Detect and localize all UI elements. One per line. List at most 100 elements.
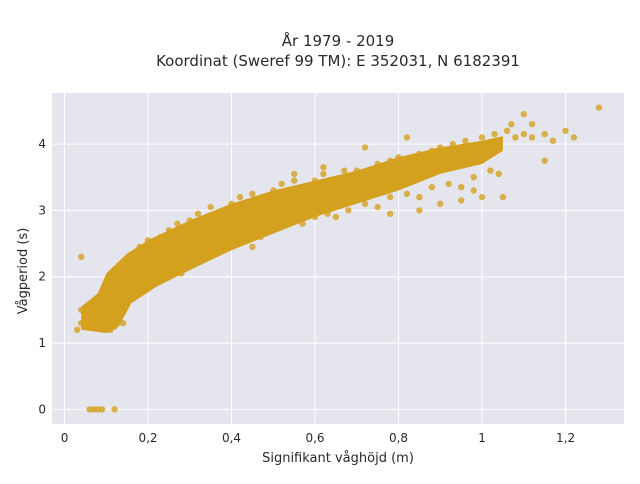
data-point (169, 250, 177, 257)
data-point (249, 190, 256, 197)
data-point (257, 233, 264, 241)
data-point (82, 323, 89, 330)
data-point (149, 266, 156, 274)
data-point (332, 190, 340, 197)
data-point (128, 253, 135, 260)
y-tick-label: 0 (38, 402, 46, 416)
data-point (520, 111, 527, 118)
data-point (115, 263, 123, 270)
data-point (124, 270, 131, 277)
data-point (291, 177, 298, 184)
data-point (249, 243, 256, 251)
data-point (278, 180, 285, 188)
data-point (499, 193, 507, 201)
data-point (528, 134, 536, 141)
data-point (86, 310, 93, 317)
data-point (136, 243, 143, 251)
data-point (82, 316, 89, 324)
data-point (174, 220, 181, 227)
data-point (78, 253, 85, 260)
data-point (503, 127, 511, 134)
data-point (487, 167, 494, 174)
data-point (111, 406, 118, 413)
data-point (458, 184, 465, 191)
data-point (470, 174, 477, 181)
data-point (190, 247, 198, 254)
data-point (215, 243, 223, 251)
y-tick-label: 3 (38, 203, 46, 217)
data-point (361, 200, 369, 207)
data-point (165, 227, 173, 234)
data-point (403, 134, 411, 141)
data-point (341, 167, 348, 174)
data-point (282, 217, 289, 224)
data-point (353, 184, 360, 191)
data-point (353, 167, 360, 174)
data-point (98, 313, 106, 320)
x-tick-label: 0,4 (222, 431, 241, 445)
data-point (320, 170, 327, 178)
data-point (387, 193, 394, 201)
data-point (549, 137, 557, 144)
data-point (324, 210, 331, 217)
y-tick-label: 1 (38, 336, 46, 350)
x-axis-label: Signifikant våghöjd (m) (262, 451, 414, 466)
x-tick-label: 0,8 (389, 431, 408, 445)
chart-title-line-1: År 1979 - 2019 (282, 31, 395, 50)
y-axis-ticks: 0 1 2 3 4 (38, 137, 46, 416)
data-point (570, 134, 578, 141)
data-point (207, 203, 214, 211)
data-point (345, 207, 352, 214)
x-tick-label: 1 (478, 431, 486, 445)
data-point (228, 237, 235, 244)
data-point (387, 157, 394, 164)
x-tick-label: 0,2 (138, 431, 157, 445)
data-point (161, 257, 168, 264)
data-point (144, 237, 152, 244)
dense-point-cloud (81, 136, 503, 334)
data-point (403, 190, 411, 197)
data-point (94, 300, 102, 307)
data-point (495, 170, 502, 178)
data-point (119, 320, 127, 327)
x-tick-label: 0,6 (305, 431, 324, 445)
data-point (157, 233, 164, 241)
data-point (228, 200, 235, 207)
data-point (236, 193, 244, 201)
data-point (470, 187, 477, 194)
data-point (541, 130, 548, 138)
chart-title-line-2: Koordinat (Sweref 99 TM): E 352031, N 61… (156, 52, 520, 70)
data-point (541, 157, 548, 164)
data-point (395, 154, 402, 161)
data-point (111, 323, 118, 330)
data-point (508, 121, 515, 128)
data-point (103, 290, 110, 297)
data-point (178, 260, 185, 267)
data-point (416, 193, 423, 201)
data-point (136, 283, 143, 290)
data-point (374, 160, 381, 168)
data-point (103, 320, 110, 327)
data-point (270, 223, 277, 231)
data-point (462, 137, 469, 144)
data-point (387, 210, 394, 217)
y-axis-label: Vågperiod (s) (16, 228, 31, 315)
data-point (428, 184, 436, 191)
y-tick-label: 2 (38, 270, 46, 284)
y-tick-label: 4 (38, 137, 46, 151)
data-point (186, 217, 193, 224)
data-point (332, 213, 340, 221)
data-point (528, 121, 536, 128)
data-point (449, 140, 456, 148)
data-point (428, 147, 436, 154)
data-point (520, 130, 527, 138)
data-point (203, 240, 210, 247)
x-axis-ticks: 0 0,2 0,4 0,6 0,8 1 1,2 (61, 431, 575, 445)
data-point (299, 220, 306, 227)
data-point (124, 293, 131, 300)
data-point (240, 230, 248, 237)
data-point (291, 170, 298, 178)
data-point (361, 144, 369, 151)
